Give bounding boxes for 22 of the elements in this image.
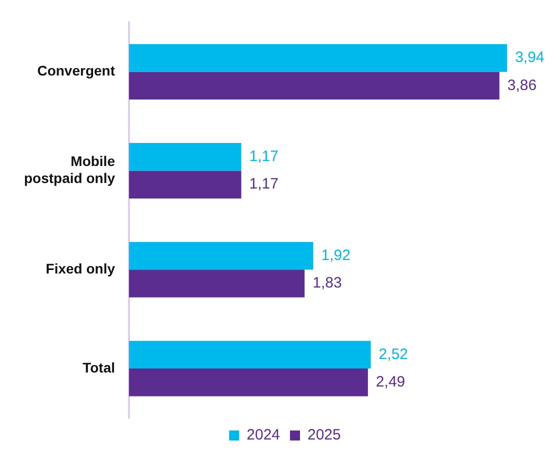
data-label: 2,49	[376, 374, 406, 391]
data-label: 1,17	[249, 176, 278, 193]
data-label: 1,83	[312, 274, 342, 292]
data-label: 1,17	[249, 148, 278, 166]
bar	[129, 340, 371, 369]
data-label: 1,92	[321, 246, 350, 264]
data-label: 3,94	[515, 49, 544, 66]
bar	[129, 72, 500, 100]
bar	[129, 270, 305, 298]
data-label: 2,52	[378, 346, 408, 363]
y-tick-label: Mobile postpaid only	[24, 153, 116, 186]
y-tick-label: Fixed only	[46, 260, 116, 277]
bar	[129, 368, 368, 396]
legend-label: 2025	[308, 426, 341, 444]
y-tick-label: Convergent	[37, 62, 116, 79]
legend-label: 2024	[246, 426, 280, 444]
bar	[129, 170, 242, 198]
data-label: 3,86	[507, 76, 537, 94]
bar	[129, 143, 242, 171]
bar	[129, 242, 314, 270]
y-tick-label: Total	[82, 359, 115, 376]
bar	[129, 44, 508, 72]
